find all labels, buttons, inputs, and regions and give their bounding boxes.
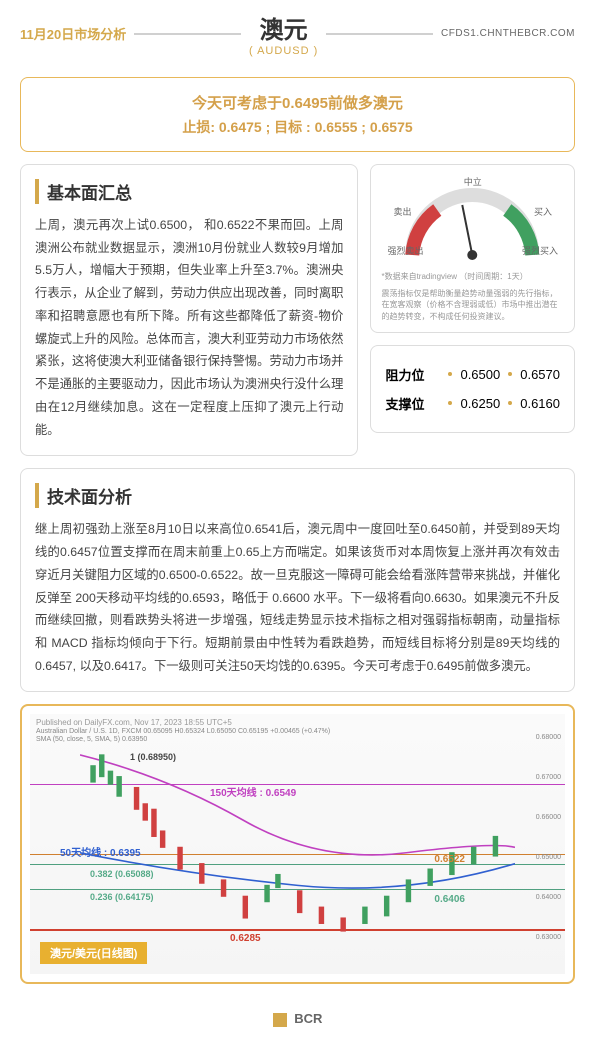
report-page: 11月20日市场分析 澳元 ( AUDUSD ) CFDS1.CHNTHEBCR… — [0, 0, 595, 1042]
divider-right — [326, 33, 433, 35]
page-subtitle: ( AUDUSD ) — [249, 45, 318, 57]
chart-published: Published on DailyFX.com, Nov 17, 2023 1… — [36, 718, 232, 727]
fib382-label: 0.382 (0.65088) — [90, 869, 154, 879]
price-6285-label: 0.6285 — [230, 933, 261, 944]
gauge-strong-sell-label: 强烈卖出 — [387, 244, 423, 257]
gauge: 中立 卖出 买入 强烈卖出 强烈买入 — [381, 175, 564, 265]
ma150-label: 150天均线 : 0.6549 — [210, 784, 296, 799]
chart-ohlc: Australian Dollar / U.S. 1D, FXCM 00.650… — [36, 728, 330, 735]
resistance-label: 阻力位 — [385, 365, 440, 384]
yaxis-067: 0.67000 — [536, 774, 561, 781]
technical-title: 技术面分析 — [35, 483, 560, 508]
ma50-label: 50天均线 : 0.6395 — [60, 844, 141, 859]
fib236-label: 0.236 (0.64175) — [90, 892, 154, 902]
brand-icon — [273, 1013, 287, 1027]
page-title: 澳元 — [249, 10, 318, 45]
support-2: 0.6160 — [520, 396, 560, 411]
gauge-neutral-label: 中立 — [464, 175, 482, 188]
yaxis-063: 0.63000 — [536, 934, 561, 941]
gauge-strong-buy-label: 强烈买入 — [522, 244, 558, 257]
content-row: 基本面汇总 上周，澳元再次上试0.6500， 和0.6522不果而回。上周澳洲公… — [20, 164, 575, 456]
gauge-source-note: *数据来自tradingview （时间周期：1天） — [381, 271, 564, 282]
levels-card: 阻力位 0.6500 0.6570 支撑位 0.6250 0.6160 — [370, 345, 575, 433]
gauge-sell-label: 卖出 — [393, 205, 411, 218]
dot-icon — [508, 401, 512, 405]
technical-card: 技术面分析 继上周初强劲上涨至8月10日以来高位0.6541后，澳元周中一度回吐… — [20, 468, 575, 692]
gauge-disclaimer: 震荡指标仅是帮助衡量趋势动量强弱的先行指标，在宽客观察（价格不含理弱或低）市场中… — [381, 288, 564, 322]
chart-card: Published on DailyFX.com, Nov 17, 2023 1… — [20, 704, 575, 984]
resistance-1: 0.6500 — [460, 367, 500, 382]
price-6406-label: 0.6406 — [434, 894, 465, 905]
divider-left — [134, 33, 241, 35]
dot-icon — [508, 372, 512, 376]
footer: BCR — [0, 996, 595, 1042]
fundamental-card: 基本面汇总 上周，澳元再次上试0.6500， 和0.6522不果而回。上周澳洲公… — [20, 164, 358, 456]
chart-title-tag: 澳元/美元(日线图) — [40, 942, 147, 964]
brand-name: BCR — [294, 1011, 322, 1026]
right-column: 中立 卖出 买入 强烈卖出 强烈买入 *数据来自tradingview （时间周… — [370, 164, 575, 456]
header: 11月20日市场分析 澳元 ( AUDUSD ) CFDS1.CHNTHEBCR… — [0, 0, 595, 67]
technical-body: 继上周初强劲上涨至8月10日以来高位0.6541后，澳元周中一度回吐至0.645… — [35, 518, 560, 677]
resistance-2: 0.6570 — [520, 367, 560, 382]
title-block: 澳元 ( AUDUSD ) — [249, 10, 318, 57]
support-label: 支撑位 — [385, 394, 440, 413]
yaxis-064: 0.64000 — [536, 894, 561, 901]
sentiment-gauge-card: 中立 卖出 买入 强烈卖出 强烈买入 *数据来自tradingview （时间周… — [370, 164, 575, 333]
support-row: 支撑位 0.6250 0.6160 — [385, 389, 560, 418]
yaxis-066: 0.66000 — [536, 814, 561, 821]
gauge-buy-label: 买入 — [534, 205, 552, 218]
trade-signal-box: 今天可考虑于0.6495前做多澳元 止损: 0.6475 ; 目标 : 0.65… — [20, 77, 575, 152]
resistance-row: 阻力位 0.6500 0.6570 — [385, 360, 560, 389]
price-6522-label: 0.6522 — [434, 854, 465, 865]
yaxis-065: 0.65000 — [536, 854, 561, 861]
fib-1-label: 1 (0.68950) — [130, 752, 176, 762]
date-label: 11月20日市场分析 — [20, 24, 126, 43]
source-url: CFDS1.CHNTHEBCR.COM — [441, 28, 575, 39]
chart-sma-info: SMA (50, close, 5, SMA, 5) 0.63950 — [36, 736, 147, 743]
dot-icon — [448, 372, 452, 376]
signal-levels: 止损: 0.6475 ; 目标 : 0.6555 ; 0.6575 — [35, 117, 560, 137]
dot-icon — [448, 401, 452, 405]
support-1: 0.6250 — [460, 396, 500, 411]
price-chart: Published on DailyFX.com, Nov 17, 2023 1… — [30, 714, 565, 974]
fundamental-title: 基本面汇总 — [35, 179, 343, 204]
signal-entry: 今天可考虑于0.6495前做多澳元 — [35, 92, 560, 113]
candlestick-icon — [80, 744, 515, 962]
fundamental-body: 上周，澳元再次上试0.6500， 和0.6522不果而回。上周澳洲公布就业数据显… — [35, 214, 343, 441]
yaxis-068: 0.68000 — [536, 734, 561, 741]
